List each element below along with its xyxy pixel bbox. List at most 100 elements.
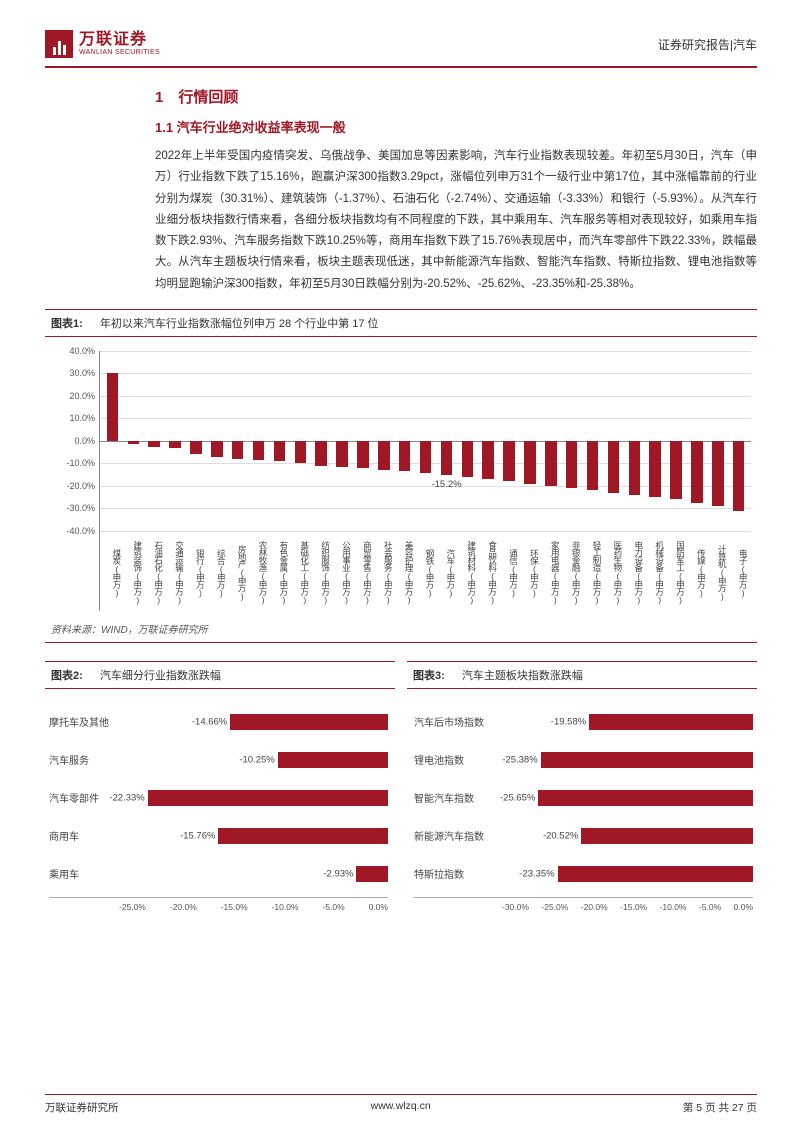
hbar-value: -20.52% <box>543 830 578 841</box>
page-header: 万联证券 WANLIAN SECURITIES 证券研究报告|汽车 <box>45 30 757 58</box>
bar <box>649 441 660 497</box>
bar <box>107 373 118 441</box>
y-tick: -30.0% <box>66 503 95 513</box>
x-tick: -15.0% <box>620 902 647 912</box>
figure-3-title: 汽车主题板块指数涨跌幅 <box>462 670 583 682</box>
logo-text-en: WANLIAN SECURITIES <box>79 49 160 57</box>
hbar-value: -22.33% <box>109 792 144 803</box>
x-label: 轻工制造(申万) <box>582 533 603 611</box>
x-tick: -25.0% <box>541 902 568 912</box>
x-label: 房地产(申万) <box>227 533 248 611</box>
figure-1: 图表1: 年初以来汽车行业指数涨幅位列申万 28 个行业中第 17 位 40.0… <box>45 309 757 643</box>
section-heading-1-1: 1.1 汽车行业绝对收益率表现一般 <box>155 117 757 136</box>
y-tick: -10.0% <box>66 458 95 468</box>
x-label: 电力设备(申万) <box>624 533 645 611</box>
x-label: 交通运输(申万) <box>165 533 186 611</box>
x-tick: -10.0% <box>272 902 299 912</box>
hbar-category: 新能源汽车指数 <box>414 828 502 843</box>
y-tick: 20.0% <box>69 391 95 401</box>
hbar-category: 特斯拉指数 <box>414 866 502 881</box>
bar <box>733 441 744 511</box>
body-paragraph: 2022年上半年受国内疫情突发、乌俄战争、美国加息等因素影响，汽车行业指数表现较… <box>155 146 757 295</box>
chart-1-bar: 40.0%30.0%20.0%10.0%0.0%-10.0%-20.0%-30.… <box>51 351 751 611</box>
bar <box>462 441 473 477</box>
logo: 万联证券 WANLIAN SECURITIES <box>45 30 160 58</box>
x-label: 美容护理(申万) <box>394 533 415 611</box>
section-heading-1: 1 行情回顾 <box>155 86 757 107</box>
hbar <box>581 828 753 844</box>
x-label: 电子(申万) <box>728 533 749 611</box>
x-label: 家用电器(申万) <box>540 533 561 611</box>
x-tick: -30.0% <box>502 902 529 912</box>
hbar <box>148 790 388 806</box>
x-label: 通信(申万) <box>499 533 520 611</box>
x-label: 农林牧渔(申万) <box>248 533 269 611</box>
x-label: 建筑材料(申万) <box>457 533 478 611</box>
x-label: 建筑装饰(申万) <box>123 533 144 611</box>
y-tick: -40.0% <box>66 526 95 536</box>
hbar-value: -25.65% <box>500 792 535 803</box>
hbar-value: -14.66% <box>192 716 227 727</box>
hbar-value: -15.76% <box>180 830 215 841</box>
bar <box>148 441 159 447</box>
x-label: 国防军工(申万) <box>666 533 687 611</box>
hbar <box>589 714 753 730</box>
bar <box>629 441 640 495</box>
hbar-category: 摩托车及其他 <box>49 714 119 729</box>
x-tick: -5.0% <box>699 902 721 912</box>
x-label: 社会服务(申万) <box>373 533 394 611</box>
hbar-category: 商用车 <box>49 828 119 843</box>
x-tick: -10.0% <box>660 902 687 912</box>
bar <box>545 441 556 486</box>
bar <box>253 441 264 460</box>
y-tick: 40.0% <box>69 346 95 356</box>
bar <box>295 441 306 464</box>
hbar <box>538 790 753 806</box>
x-label: 汽车(申万) <box>436 533 457 611</box>
x-tick: -15.0% <box>221 902 248 912</box>
bar <box>420 441 431 474</box>
x-label: 银行(申万) <box>186 533 207 611</box>
header-category: 证券研究报告|汽车 <box>658 36 757 53</box>
x-label: 机械设备(申万) <box>645 533 666 611</box>
hbar-value: -10.25% <box>239 754 274 765</box>
figure-1-label: 图表1: <box>51 318 83 330</box>
figure-1-title: 年初以来汽车行业指数涨幅位列申万 28 个行业中第 17 位 <box>100 318 379 330</box>
hbar <box>541 752 753 768</box>
page-footer: 万联证券研究所 www.wlzq.cn 第 5 页 共 27 页 <box>45 1094 757 1116</box>
figure-2-title: 汽车细分行业指数涨跌幅 <box>100 670 221 682</box>
hbar-category: 汽车后市场指数 <box>414 714 502 729</box>
x-label: 食品饮料(申万) <box>478 533 499 611</box>
bar <box>232 441 243 459</box>
x-tick: -5.0% <box>322 902 344 912</box>
bar <box>357 441 368 468</box>
x-label: 钢铁(申万) <box>415 533 436 611</box>
footer-url: www.wlzq.cn <box>371 1100 431 1115</box>
bar <box>378 441 389 470</box>
hbar <box>230 714 388 730</box>
bar <box>441 441 452 475</box>
x-label: 基础化工(申万) <box>290 533 311 611</box>
hbar-category: 汽车服务 <box>49 752 119 767</box>
x-label: 医药生物(申万) <box>603 533 624 611</box>
bar <box>587 441 598 491</box>
x-label: 纺织服饰(申万) <box>311 533 332 611</box>
x-label: 公用事业(申万) <box>332 533 353 611</box>
bar <box>190 441 201 454</box>
x-label: 环保(申万) <box>520 533 541 611</box>
x-label: 煤炭(申万) <box>102 533 123 611</box>
logo-mark-icon <box>45 30 73 58</box>
bar <box>128 441 139 444</box>
x-tick: -20.0% <box>581 902 608 912</box>
chart-1-callout: -15.2% <box>431 479 461 490</box>
bar <box>336 441 347 467</box>
bar <box>315 441 326 466</box>
footer-page: 第 5 页 共 27 页 <box>683 1100 757 1115</box>
hbar-value: -25.38% <box>502 754 537 765</box>
bar <box>608 441 619 493</box>
x-label: 石油石化(申万) <box>144 533 165 611</box>
hbar-value: -23.35% <box>519 868 554 879</box>
logo-text-cn: 万联证券 <box>79 31 160 49</box>
bar <box>503 441 514 482</box>
bar <box>482 441 493 479</box>
